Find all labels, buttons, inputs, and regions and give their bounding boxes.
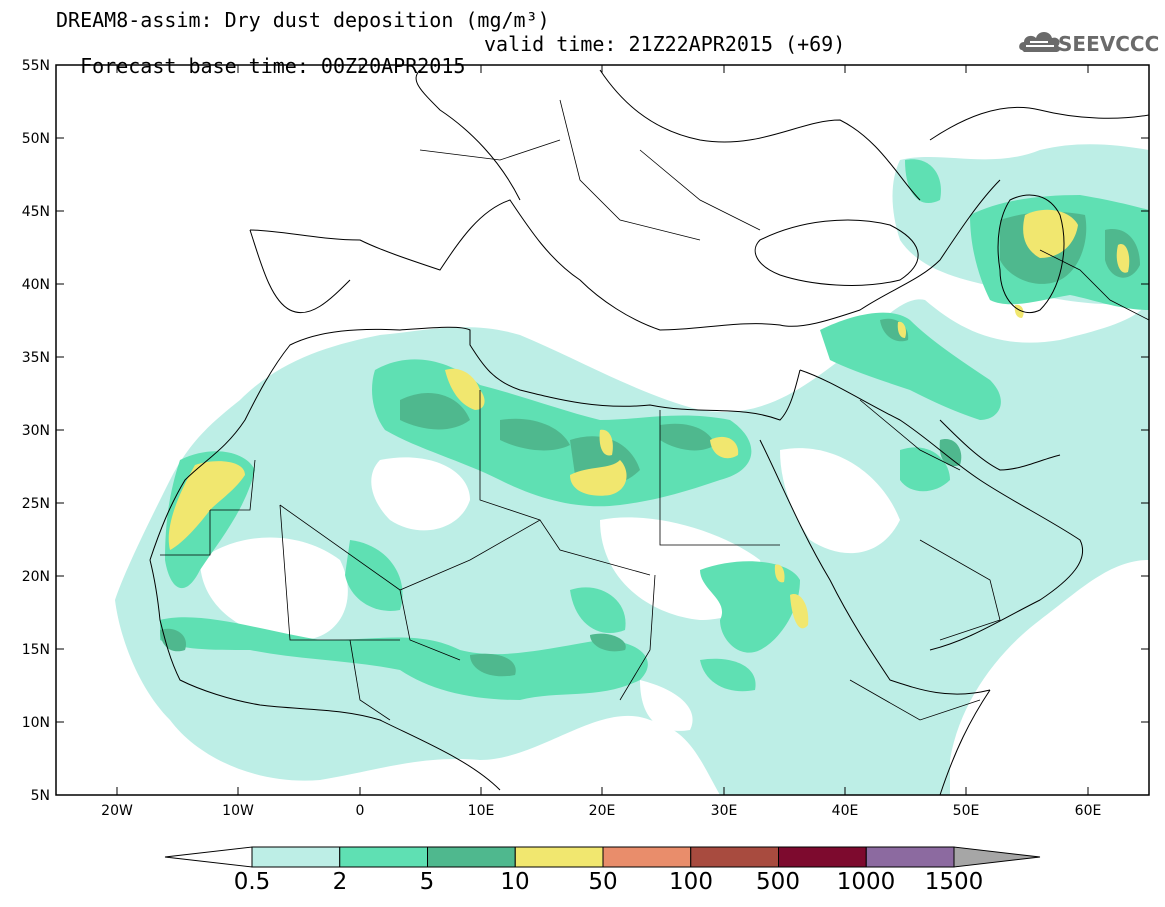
colorbar-segment <box>778 846 867 868</box>
lon-label: 0 <box>356 803 365 819</box>
colorbar-label: 50 <box>588 869 618 895</box>
colorbar-segment <box>339 846 428 868</box>
dust-field <box>115 144 1149 795</box>
time-info: Forecast base time: 00Z20APR2015 valid t… <box>56 33 845 99</box>
tick-marks <box>56 64 1149 795</box>
logo-text: SEEVCCC <box>1058 32 1160 56</box>
lon-label: 50E <box>953 803 980 819</box>
colorbar-label: 2 <box>332 869 348 895</box>
valid-time: valid time: 21Z22APR2015 (+69) <box>484 32 846 56</box>
colorbar <box>164 846 1041 868</box>
colorbar-label: 0.5 <box>233 869 271 895</box>
lon-label: 10W <box>222 803 254 819</box>
lat-label: 40N <box>22 277 50 293</box>
lon-label: 10E <box>468 803 495 819</box>
borders <box>160 99 1149 721</box>
map-title: DREAM8-assim: Dry dust deposition (mg/m³… <box>56 8 550 32</box>
colorbar-label: 5 <box>419 869 435 895</box>
colorbar-segment <box>427 846 516 868</box>
lat-label: 10N <box>22 715 50 731</box>
lat-label: 30N <box>22 423 50 439</box>
lon-label: 20E <box>589 803 616 819</box>
colorbar-segment <box>865 846 955 868</box>
lat-label: 20N <box>22 569 50 585</box>
colorbar-label: 10 <box>500 869 530 895</box>
colorbar-high-arrow <box>953 846 1041 868</box>
colorbar-segment <box>602 846 692 868</box>
colorbar-label: 500 <box>756 869 800 895</box>
lat-label: 15N <box>22 642 50 658</box>
colorbar-low-arrow <box>164 846 253 868</box>
colorbar-segment <box>251 846 341 868</box>
lat-label: 35N <box>22 350 50 366</box>
lat-label: 5N <box>31 788 50 804</box>
colorbar-label: 100 <box>669 869 713 895</box>
colorbar-label: 1000 <box>836 869 896 895</box>
colorbar-segment <box>690 846 779 868</box>
colorbar-label: 1500 <box>924 869 984 895</box>
lat-label: 45N <box>22 204 50 220</box>
colorbar-segment <box>514 846 604 868</box>
lat-label: 55N <box>22 58 50 74</box>
lat-labels: 55N 50N 45N 40N 35N 30N 25N 20N 15N 10N … <box>22 58 50 804</box>
lon-label: 30E <box>711 803 738 819</box>
lat-label: 25N <box>22 496 50 512</box>
coastlines <box>149 69 1149 795</box>
base-time: Forecast base time: 00Z20APR2015 <box>80 54 466 78</box>
lat-label: 50N <box>22 131 50 147</box>
seevccc-cloud-icon <box>1019 32 1061 52</box>
lon-labels: 20W 10W 0 10E 20E 30E 40E 50E 60E <box>101 803 1101 819</box>
lon-label: 40E <box>832 803 859 819</box>
lon-label: 60E <box>1075 803 1102 819</box>
lon-label: 20W <box>101 803 133 819</box>
